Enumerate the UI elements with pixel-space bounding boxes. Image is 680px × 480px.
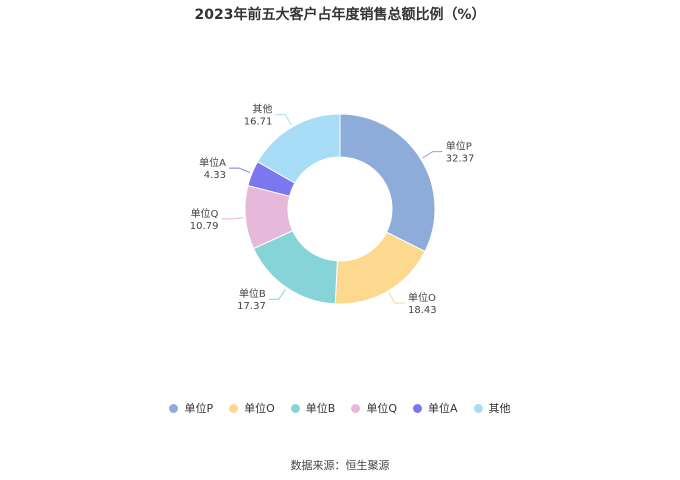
legend-item-单位B[interactable]: 单位B [290, 400, 336, 416]
legend-dot [413, 403, 422, 413]
data-source: 数据来源：恒生聚源 [290, 459, 390, 472]
legend-label: 单位B [305, 402, 336, 415]
legend-dot [351, 403, 361, 413]
slice-label-单位A: 单位A [199, 156, 226, 169]
legend-item-单位O[interactable]: 单位O [229, 400, 275, 416]
slice-value-单位P: 32.37 [446, 154, 475, 165]
chart-legend: 单位P 单位O 单位B 单位Q 单位A 其他 [0, 400, 680, 416]
slice-label-单位Q: 单位Q [191, 207, 219, 220]
legend-label: 单位Q [366, 402, 397, 415]
slice-label-单位O: 单位O [408, 291, 436, 304]
slice-value-单位B: 17.37 [237, 301, 266, 312]
slice-label-其他: 其他 [252, 103, 272, 116]
slice-value-单位A: 4.33 [204, 170, 226, 181]
leader-line-单位O [388, 292, 405, 304]
legend-item-其他[interactable]: 其他 [473, 400, 511, 416]
leader-line-单位Q [221, 217, 244, 220]
legend-item-单位P[interactable]: 单位P [169, 400, 213, 416]
legend-dot [473, 403, 483, 413]
legend-item-单位A[interactable]: 单位A [413, 400, 458, 416]
legend-label: 单位A [428, 402, 458, 415]
legend-dot [169, 403, 179, 413]
slice-value-其他: 16.71 [244, 117, 273, 128]
slice-label-单位P: 单位P [446, 140, 472, 153]
leader-line-其他 [275, 114, 292, 126]
legend-label: 单位P [184, 402, 214, 415]
slice-value-单位Q: 10.79 [190, 221, 219, 232]
leader-line-单位B [268, 288, 286, 300]
legend-dot [229, 403, 239, 413]
slice-其他 [256, 113, 341, 184]
legend-label: 其他 [488, 402, 511, 415]
slice-label-单位B: 单位B [239, 287, 266, 300]
leader-line-单位P [422, 151, 443, 159]
slice-value-单位O: 18.43 [408, 305, 437, 316]
leader-line-单位A [228, 167, 251, 174]
slice-单位P [339, 113, 436, 253]
legend-label: 单位O [244, 402, 275, 415]
legend-item-单位Q[interactable]: 单位Q [351, 400, 397, 416]
chart-title: 2023年前五大客户占年度销售总额比例（%） [194, 7, 486, 23]
legend-dot [290, 403, 300, 413]
